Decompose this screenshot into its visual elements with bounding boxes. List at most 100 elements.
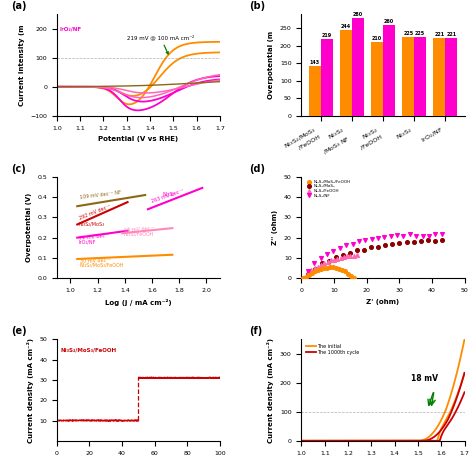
Bar (309, 66, 321, 116)
Ni₃S₂/MoS₃/FeOOH (332, 264, 339, 272)
Ni₃S₂/MoS₃ (318, 260, 326, 267)
Text: IrO₂/NF: IrO₂/NF (59, 26, 82, 31)
Bar (445, 38, 457, 116)
Ni₃S₂/FeOOH (330, 256, 338, 264)
Ni₃S₂/NF (362, 236, 369, 244)
Ni₃S₂/NF (304, 267, 312, 274)
Ni₃S₂/MoS₃/FeOOH (299, 274, 307, 282)
Text: 79 mV dec⁻¹: 79 mV dec⁻¹ (79, 233, 109, 241)
Legend: Ni₃S₂/MoS₃/FeOOH, Ni₃S₂/MoS₃, Ni₃S₂/FeOOH, Ni₃S₂/NF: Ni₃S₂/MoS₃/FeOOH, Ni₃S₂/MoS₃, Ni₃S₂/FeOO… (303, 179, 352, 198)
Ni₃S₂/FeOOH (337, 254, 345, 262)
Ni₃S₂/FeOOH (340, 254, 347, 261)
The 1000th cycle (402, 438, 408, 444)
Ni₃S₂/NF (342, 241, 350, 249)
Ni₃S₂/NF (310, 259, 318, 267)
Text: 210: 210 (372, 36, 382, 41)
Bar (340, 30, 352, 116)
The 1000th cycle (299, 438, 304, 444)
Line: The initial: The initial (301, 339, 465, 441)
Text: Ni₃S₂/MoS₃: Ni₃S₂/MoS₃ (79, 222, 105, 227)
Ni₃S₂/MoS₃/FeOOH (329, 263, 337, 271)
Bar (321, 39, 333, 116)
Ni₃S₂/NF (368, 235, 375, 243)
Ni₃S₂/MoS₃/FeOOH (323, 264, 331, 272)
Ni₃S₂/MoS₃ (389, 241, 396, 248)
Ni₃S₂/NF (400, 232, 407, 239)
Ni₃S₂/NF (355, 237, 363, 245)
Ni₃S₂/NF (317, 254, 325, 262)
The initial (309, 438, 314, 444)
Ni₃S₂/FeOOH (314, 263, 321, 270)
Text: 263 mV dec⁻¹: 263 mV dec⁻¹ (151, 188, 184, 204)
Ni₃S₂/NF (387, 233, 394, 240)
Ni₃S₂/MoS₃ (311, 265, 319, 273)
Ni₃S₂/NF (374, 234, 382, 241)
Ni₃S₂/NF (425, 232, 433, 239)
X-axis label: Z' (ohm): Z' (ohm) (366, 299, 400, 305)
Ni₃S₂/MoS₃/FeOOH (320, 264, 328, 272)
Ni₃S₂/MoS₃/FeOOH (338, 266, 346, 273)
The 1000th cycle (393, 438, 399, 444)
Text: 219: 219 (321, 33, 332, 38)
Ni₃S₂/MoS₃ (396, 239, 403, 247)
Ni₃S₂/FeOOH (350, 252, 357, 260)
Ni₃S₂/NF (431, 230, 439, 237)
The 1000th cycle (398, 438, 403, 444)
Ni₃S₂/MoS₃ (325, 257, 333, 265)
Ni₃S₂/MoS₃ (304, 270, 312, 278)
Ni₃S₂/MoS₃/FeOOH (314, 266, 322, 273)
Ni₃S₂/NF (329, 247, 337, 255)
Ni₃S₂/MoS₃/FeOOH (347, 272, 355, 280)
Ni₃S₂/MoS₃/FeOOH (341, 267, 348, 275)
Ni₃S₂/MoS₃ (346, 249, 354, 256)
Ni₃S₂/MoS₃/FeOOH (344, 270, 352, 278)
X-axis label: Log (j / mA cm⁻²): Log (j / mA cm⁻²) (105, 299, 172, 306)
Ni₃S₂/MoS₃/FeOOH (317, 265, 325, 273)
Y-axis label: Current density (mA cm⁻²): Current density (mA cm⁻²) (267, 337, 274, 443)
Line: The 1000th cycle: The 1000th cycle (301, 373, 465, 441)
Text: (c): (c) (11, 164, 26, 173)
Bar (383, 25, 395, 116)
Bar (371, 42, 383, 116)
Text: 221: 221 (446, 32, 456, 37)
Ni₃S₂/FeOOH (353, 251, 361, 259)
Ni₃S₂/NF (323, 250, 331, 258)
Ni₃S₂/NF (406, 231, 414, 238)
The initial (393, 438, 399, 444)
Ni₃S₂/MoS₃/FeOOH (302, 273, 310, 281)
Ni₃S₂/NF (419, 232, 427, 239)
Ni₃S₂/FeOOH (346, 252, 354, 260)
Ni₃S₂/MoS₃ (339, 251, 347, 259)
Text: (a): (a) (11, 1, 27, 11)
Ni₃S₂/NF (412, 232, 420, 239)
The initial (422, 437, 428, 442)
Text: 143: 143 (310, 60, 320, 64)
Text: Ni₃S₂/FeOOH: Ni₃S₂/FeOOH (123, 231, 154, 237)
Y-axis label: Current density (mA cm⁻²): Current density (mA cm⁻²) (27, 337, 34, 443)
The 1000th cycle (422, 438, 428, 444)
Text: 244: 244 (341, 24, 351, 29)
Text: Ni₃S₂: Ni₃S₂ (163, 192, 175, 197)
The initial (439, 416, 445, 421)
Ni₃S₂/FeOOH (308, 266, 315, 274)
Text: (f): (f) (249, 326, 263, 336)
Text: 280: 280 (353, 12, 363, 17)
Text: (d): (d) (249, 164, 265, 173)
Text: 68 mV dec⁻¹: 68 mV dec⁻¹ (123, 226, 155, 233)
Y-axis label: Overpotential (m: Overpotential (m (268, 31, 274, 99)
Ni₃S₂/NF (349, 240, 356, 247)
Bar (433, 38, 445, 116)
Ni₃S₂/MoS₃/FeOOH (335, 265, 343, 273)
Legend: The initial, The 1000th cycle: The initial, The 1000th cycle (304, 342, 361, 356)
Ni₃S₂/MoS₃ (354, 246, 361, 254)
Text: 225: 225 (403, 31, 413, 36)
Y-axis label: Overpotential (V): Overpotential (V) (26, 193, 32, 262)
The 1000th cycle (309, 438, 314, 444)
Ni₃S₂/MoS₃ (417, 237, 424, 245)
Text: 292 mV dec⁻¹: 292 mV dec⁻¹ (79, 204, 112, 221)
Text: Ni₃S₂/MoS₃/FeOOH: Ni₃S₂/MoS₃/FeOOH (60, 347, 116, 353)
Bar (402, 37, 414, 116)
Ni₃S₂/MoS₃ (361, 246, 368, 254)
Text: 221: 221 (434, 32, 445, 37)
The 1000th cycle (439, 426, 445, 432)
